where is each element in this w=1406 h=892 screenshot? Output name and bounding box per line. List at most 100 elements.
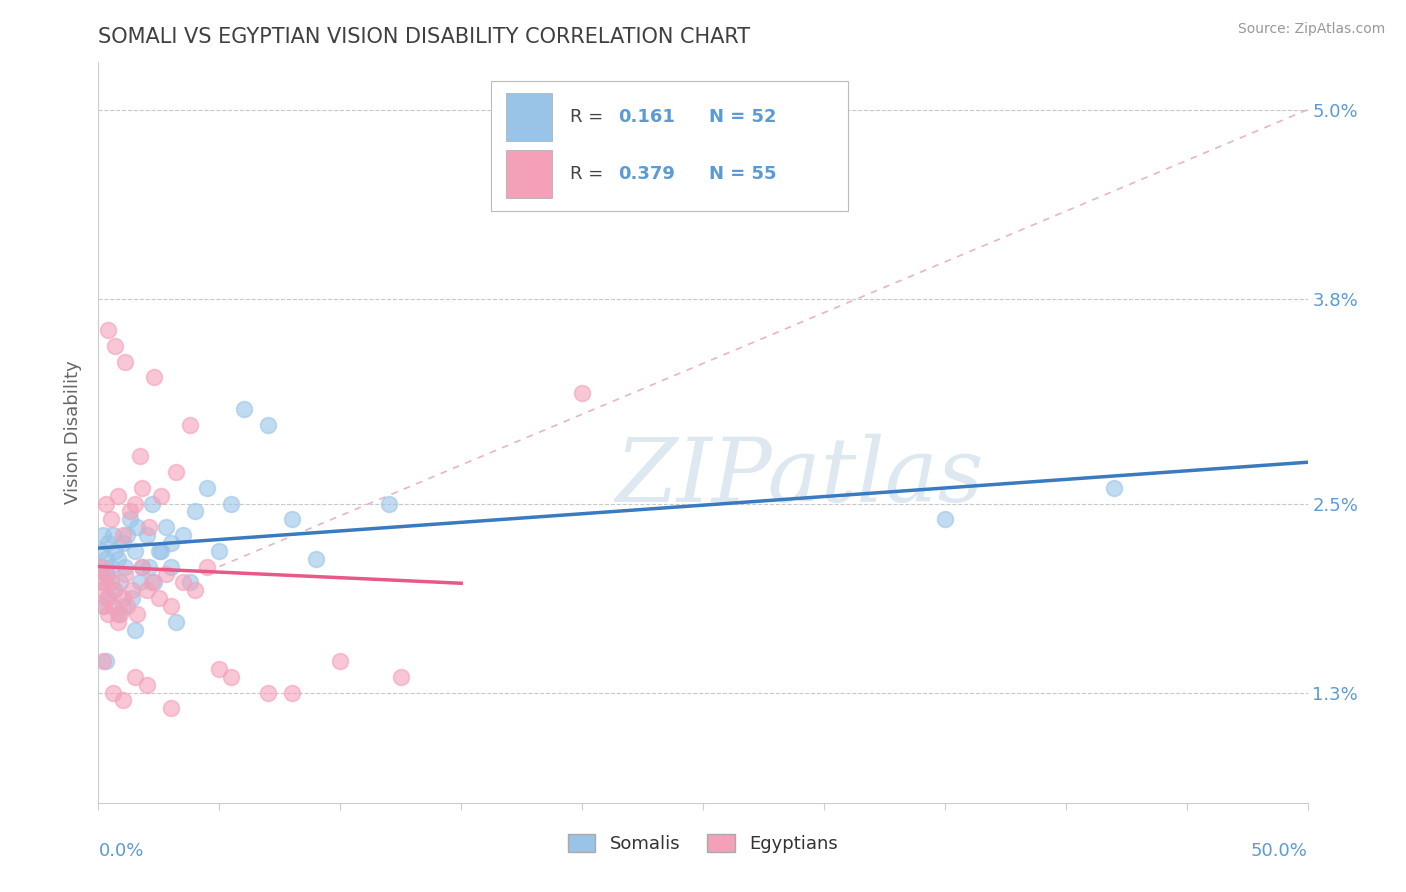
Text: N = 52: N = 52 [709,108,776,127]
Point [305,551,328,566]
Text: N = 55: N = 55 [709,165,776,183]
Point [101,528,124,542]
Point [128,575,150,590]
Point [571,386,593,401]
Point [104,339,127,353]
Text: 0.161: 0.161 [619,108,675,127]
Point [107,551,129,566]
Text: ZIPatlas: ZIPatlas [616,434,984,520]
Point [97,536,120,550]
Point [111,536,134,550]
Point [107,615,129,629]
Point [232,402,254,417]
Point [90,559,112,574]
Point [117,528,139,542]
Point [281,685,304,699]
Point [160,701,183,715]
Point [114,567,136,582]
Point [135,528,157,542]
Point [117,599,139,613]
Y-axis label: Vision Disability: Vision Disability [65,360,83,505]
Point [1102,481,1125,495]
Point [165,615,187,629]
Point [94,551,117,566]
Point [114,559,136,574]
Point [108,575,131,590]
Point [108,607,131,621]
Point [121,591,143,605]
Point [172,528,194,542]
Point [377,496,399,510]
Point [101,685,124,699]
Point [104,24,127,38]
Point [160,559,183,574]
Point [96,567,118,582]
Point [91,559,114,574]
Text: R =: R = [569,165,609,183]
Point [138,559,160,574]
Point [91,583,114,598]
Text: R =: R = [569,108,609,127]
Text: 0.0%: 0.0% [98,842,143,860]
FancyBboxPatch shape [506,93,551,141]
Point [97,607,120,621]
Point [121,583,143,598]
Point [111,528,134,542]
Text: Source: ZipAtlas.com: Source: ZipAtlas.com [1237,22,1385,37]
Point [91,599,114,613]
Legend: Somalis, Egyptians: Somalis, Egyptians [561,827,845,861]
Point [127,607,149,621]
Point [160,536,183,550]
Point [94,654,117,668]
Point [141,575,163,590]
Point [118,504,141,518]
Point [155,567,177,582]
Point [195,559,218,574]
Point [111,693,134,707]
Point [118,512,141,526]
Point [91,575,114,590]
Point [172,575,194,590]
Point [100,559,122,574]
Text: 0.379: 0.379 [619,165,675,183]
Point [329,654,352,668]
Point [93,575,115,590]
Point [97,591,120,605]
Point [143,370,166,384]
FancyBboxPatch shape [492,81,848,211]
Point [150,543,173,558]
Point [281,512,304,526]
Text: 50.0%: 50.0% [1251,842,1308,860]
Point [131,559,153,574]
Point [114,355,136,369]
Point [94,496,117,510]
Point [128,449,150,463]
Point [184,504,207,518]
Point [111,591,134,605]
Point [138,520,160,534]
Point [135,583,157,598]
FancyBboxPatch shape [506,150,551,198]
Point [934,512,956,526]
Point [104,543,127,558]
Point [389,670,412,684]
Point [91,528,114,542]
Point [131,559,153,574]
Point [135,678,157,692]
Point [221,670,243,684]
Point [208,543,231,558]
Point [90,543,112,558]
Point [179,417,201,432]
Point [165,465,187,479]
Point [221,496,243,510]
Point [141,496,163,510]
Point [93,599,115,613]
Point [124,670,146,684]
Point [143,575,166,590]
Point [184,583,207,598]
Point [160,599,183,613]
Point [100,512,122,526]
Point [150,489,173,503]
Point [256,685,278,699]
Text: SOMALI VS EGYPTIAN VISION DISABILITY CORRELATION CHART: SOMALI VS EGYPTIAN VISION DISABILITY COR… [98,27,751,47]
